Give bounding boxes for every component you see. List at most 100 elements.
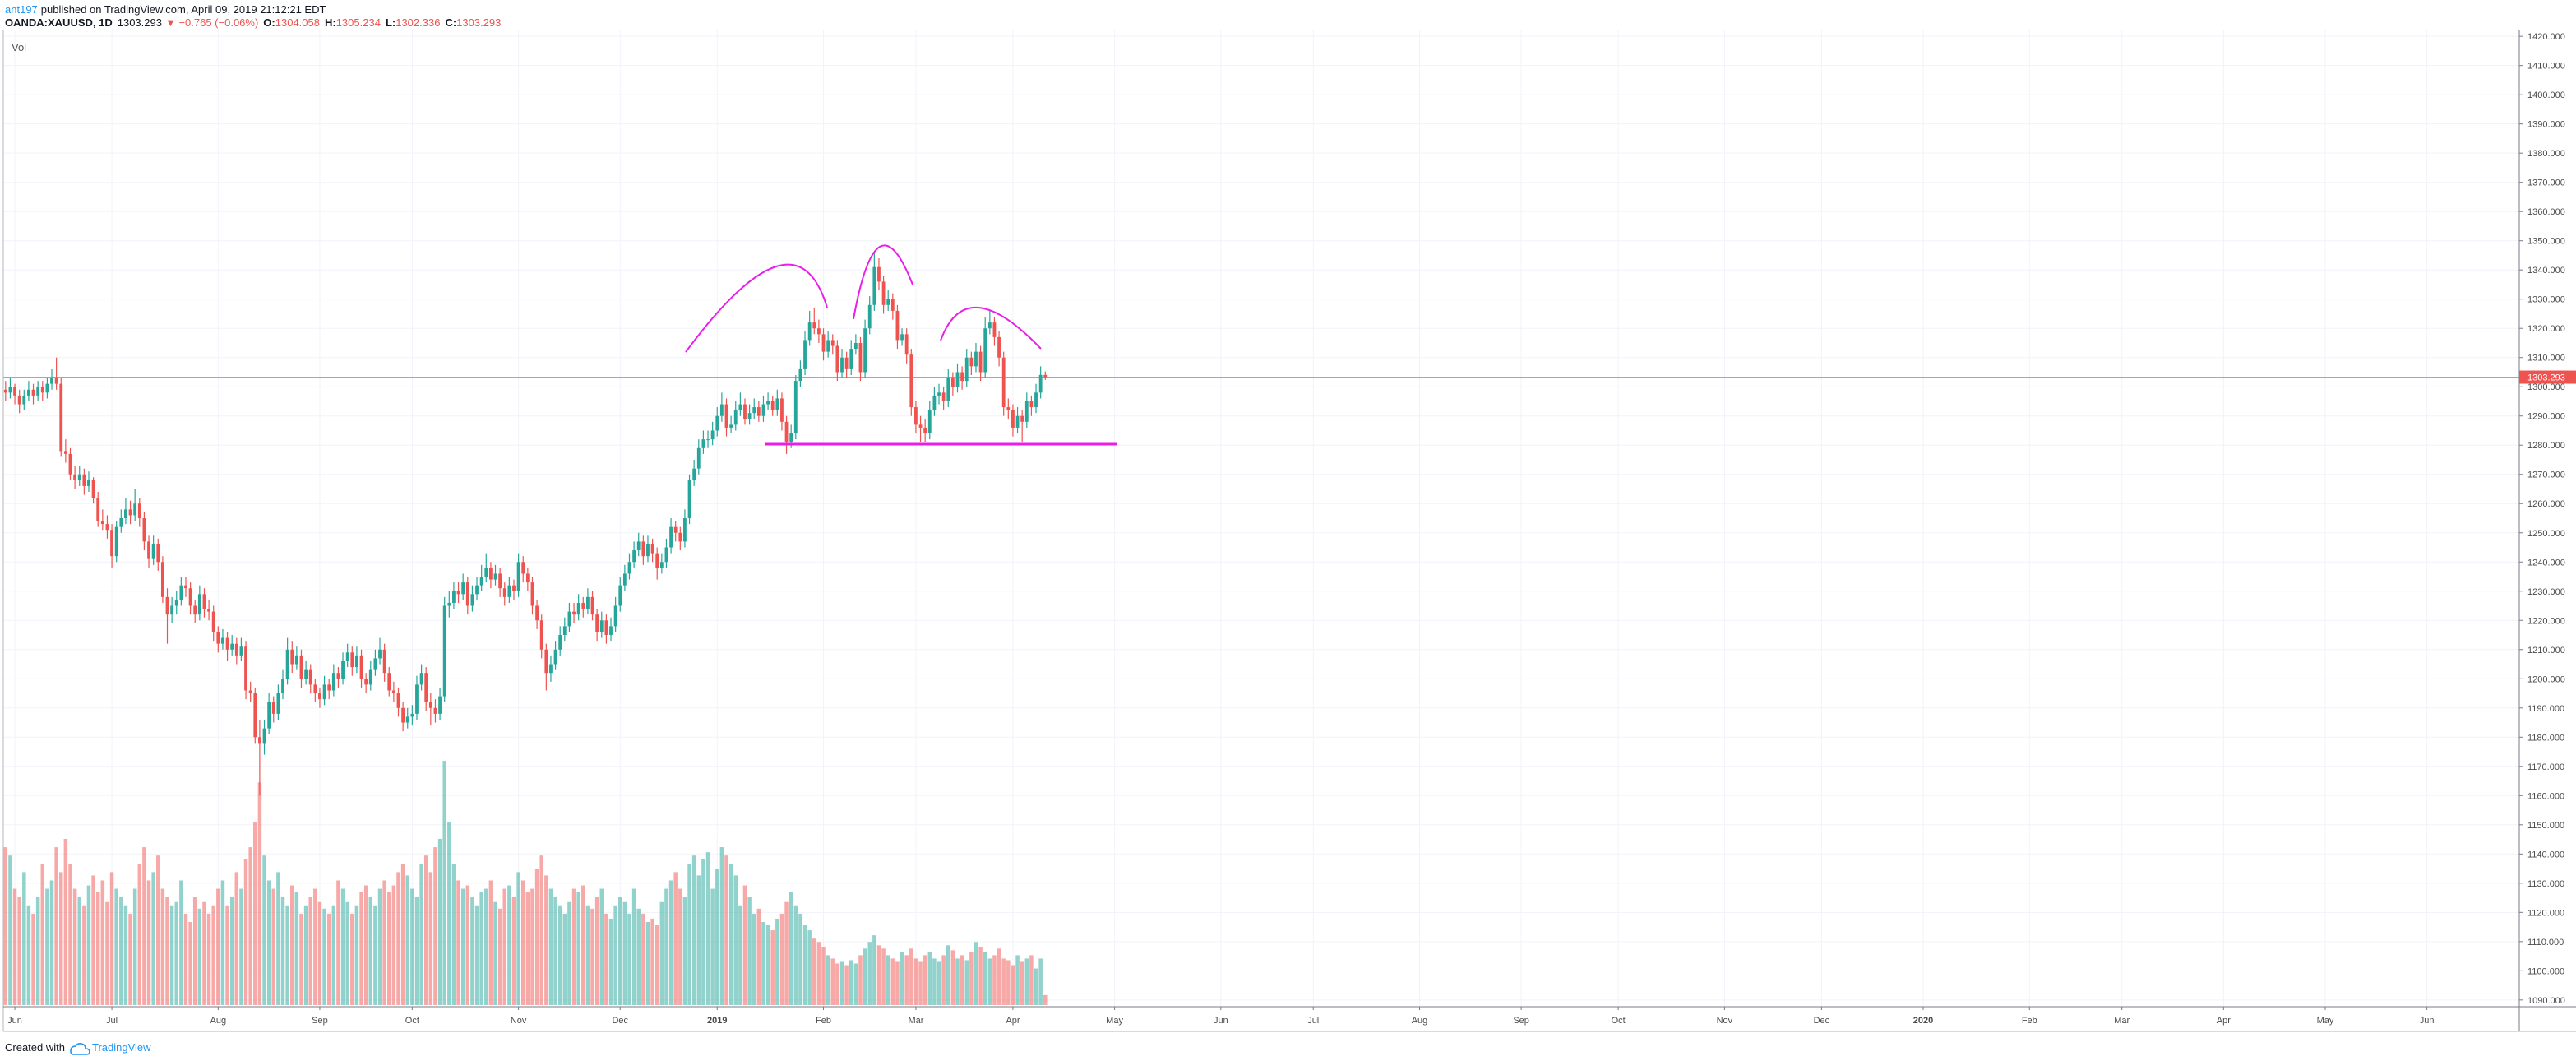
- volume-bar: [627, 913, 631, 1005]
- volume-bar: [299, 913, 303, 1005]
- candle-body: [373, 658, 377, 670]
- candle-body: [530, 582, 534, 606]
- candle-body: [900, 334, 904, 341]
- y-tick-label: 1140.000: [2527, 850, 2564, 859]
- volume-bar: [756, 908, 761, 1005]
- candle-body: [974, 351, 978, 367]
- candle-body: [174, 600, 178, 606]
- candle-body: [221, 637, 224, 644]
- volume-bar: [243, 859, 248, 1005]
- y-tick-label: 1300.000: [2527, 382, 2565, 392]
- tradingview-logo[interactable]: [70, 1043, 90, 1055]
- volume-bar: [216, 888, 220, 1005]
- volume-bar: [142, 847, 146, 1005]
- volume-bar: [405, 875, 409, 1005]
- x-tick-label: Nov: [1717, 1016, 1733, 1026]
- candle-body: [73, 474, 77, 480]
- y-tick-label: 1220.000: [2527, 616, 2565, 626]
- volume-bar: [802, 925, 807, 1005]
- candle-body: [207, 609, 210, 612]
- candle-body: [604, 620, 608, 636]
- y-tick-label: 1130.000: [2527, 879, 2564, 889]
- candle-body: [946, 378, 950, 401]
- volume-bar: [31, 913, 35, 1005]
- volume-bar: [520, 880, 525, 1005]
- volume-layer: [3, 761, 1048, 1005]
- volume-bar: [816, 942, 821, 1005]
- candle-body: [622, 573, 627, 586]
- volume-bar: [511, 897, 516, 1005]
- volume-bar: [1001, 958, 1006, 1005]
- volume-bar: [479, 892, 483, 1005]
- footer-brand[interactable]: TradingView: [92, 1041, 151, 1054]
- candle-body: [479, 577, 483, 586]
- volume-bar: [895, 961, 900, 1005]
- volume-bar: [95, 892, 100, 1005]
- y-tick-label: 1280.000: [2527, 441, 2565, 451]
- candle-body: [881, 281, 886, 305]
- candle-body: [345, 652, 349, 661]
- volume-bar: [604, 913, 608, 1005]
- candle-body: [165, 596, 169, 615]
- candle-body: [627, 562, 631, 574]
- volume-bar: [253, 822, 257, 1005]
- candle-body: [31, 389, 35, 396]
- y-tick-label: 1340.000: [2527, 266, 2565, 276]
- candle-body: [290, 649, 294, 665]
- volume-bar: [211, 905, 215, 1005]
- candle-body: [683, 518, 687, 542]
- candle-body: [234, 643, 238, 656]
- volume-bar: [423, 855, 428, 1005]
- volume-bar: [969, 952, 974, 1005]
- candle-body: [225, 637, 229, 650]
- volume-bar: [645, 921, 650, 1005]
- volume-bar: [331, 905, 336, 1005]
- candle-body: [687, 480, 691, 518]
- candle-body: [853, 342, 858, 350]
- y-tick-label: 1190.000: [2527, 704, 2564, 714]
- volume-bar: [900, 952, 904, 1005]
- volume-bar: [22, 872, 26, 1005]
- volume-bar: [54, 847, 58, 1005]
- candle-body: [461, 582, 465, 595]
- volume-bar: [784, 901, 789, 1005]
- candle-body: [992, 322, 997, 337]
- candle-body: [257, 737, 261, 744]
- volume-bar: [724, 855, 728, 1005]
- volume-bar: [696, 875, 701, 1005]
- candle-body: [1043, 374, 1048, 378]
- left-shoulder-arc: [685, 263, 828, 353]
- x-tick-label: Dec: [612, 1016, 628, 1026]
- candle-body: [281, 679, 284, 694]
- candle-body: [267, 702, 271, 729]
- candle-body: [914, 407, 918, 425]
- candle-body: [609, 626, 613, 636]
- candle-body: [733, 410, 738, 425]
- volume-bar: [719, 847, 724, 1005]
- volume-bar: [26, 905, 31, 1005]
- candle-body: [521, 562, 525, 574]
- candle-body: [1011, 410, 1015, 428]
- y-tick-label: 1110.000: [2527, 938, 2564, 947]
- volume-bar: [359, 892, 363, 1005]
- author-link[interactable]: ant197: [5, 3, 38, 16]
- y-tick-label: 1180.000: [2527, 733, 2564, 743]
- volume-bar: [225, 905, 229, 1005]
- volume-bar: [363, 885, 368, 1005]
- volume-bar: [761, 921, 765, 1005]
- symbol: OANDA:XAUUSD, 1D: [5, 16, 113, 29]
- candle-body: [877, 266, 881, 282]
- volume-bar: [1034, 968, 1038, 1005]
- y-tick-label: 1380.000: [2527, 149, 2565, 159]
- volume-bar: [497, 908, 502, 1005]
- volume-bar: [631, 888, 636, 1005]
- candle-body: [632, 550, 636, 563]
- x-tick-label: Feb: [2022, 1016, 2037, 1026]
- candle-body: [382, 649, 386, 674]
- candle-body: [193, 605, 197, 615]
- symbol-line: OANDA:XAUUSD, 1D 1303.293 ▼ −0.765 (−0.06%…: [5, 16, 501, 29]
- candle-body: [405, 716, 409, 723]
- x-tick-label: Feb: [816, 1016, 831, 1026]
- volume-bar: [59, 872, 63, 1005]
